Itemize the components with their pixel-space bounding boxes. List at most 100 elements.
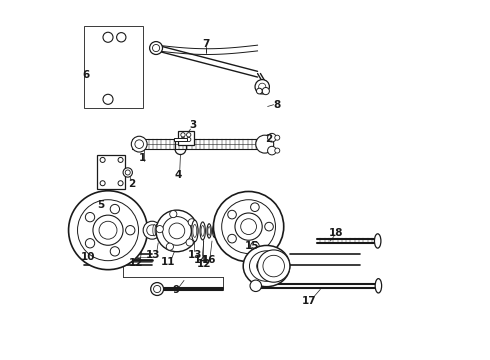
Circle shape — [228, 210, 236, 219]
Text: 6: 6 — [83, 70, 90, 80]
Circle shape — [250, 280, 262, 292]
Circle shape — [268, 146, 276, 155]
Ellipse shape — [214, 227, 216, 234]
Circle shape — [187, 133, 191, 137]
Ellipse shape — [257, 257, 276, 275]
Circle shape — [125, 170, 130, 175]
Circle shape — [259, 83, 266, 90]
Ellipse shape — [213, 225, 217, 237]
Text: 10: 10 — [81, 252, 95, 262]
Circle shape — [187, 137, 191, 141]
Bar — [178, 131, 194, 145]
Bar — [84, 26, 143, 108]
Circle shape — [250, 242, 259, 250]
Circle shape — [235, 213, 262, 240]
Circle shape — [166, 243, 173, 250]
Circle shape — [103, 32, 113, 42]
Ellipse shape — [201, 226, 204, 236]
Text: 5: 5 — [97, 200, 104, 210]
Circle shape — [85, 212, 95, 222]
Circle shape — [93, 215, 123, 245]
Circle shape — [221, 200, 275, 253]
Ellipse shape — [157, 225, 160, 236]
Circle shape — [118, 181, 123, 186]
Circle shape — [258, 250, 290, 282]
Circle shape — [110, 204, 120, 214]
Text: 15: 15 — [245, 241, 259, 251]
Circle shape — [131, 136, 147, 152]
Circle shape — [152, 44, 160, 51]
Text: 11: 11 — [161, 257, 175, 267]
Ellipse shape — [161, 222, 165, 239]
Circle shape — [117, 33, 126, 42]
Text: 13: 13 — [146, 249, 160, 260]
Circle shape — [255, 80, 270, 94]
Circle shape — [151, 283, 164, 296]
Text: 4: 4 — [175, 170, 182, 180]
Circle shape — [147, 225, 157, 235]
Circle shape — [125, 226, 135, 235]
Text: 14: 14 — [194, 255, 209, 265]
Circle shape — [275, 135, 280, 140]
Circle shape — [265, 222, 273, 231]
Text: 9: 9 — [172, 285, 180, 295]
Circle shape — [77, 200, 139, 261]
Circle shape — [250, 203, 259, 211]
Ellipse shape — [155, 225, 158, 236]
Circle shape — [263, 255, 285, 277]
Ellipse shape — [374, 234, 381, 248]
Circle shape — [143, 221, 161, 239]
Circle shape — [123, 168, 132, 177]
Text: 12: 12 — [196, 259, 211, 269]
Ellipse shape — [192, 220, 198, 242]
Circle shape — [135, 140, 144, 148]
Text: 16: 16 — [202, 255, 217, 265]
Circle shape — [118, 157, 123, 162]
Circle shape — [214, 192, 284, 262]
Text: 7: 7 — [202, 40, 209, 49]
Text: 17: 17 — [302, 296, 317, 306]
Circle shape — [163, 217, 191, 245]
Ellipse shape — [193, 225, 196, 237]
Text: 18: 18 — [329, 228, 343, 238]
Circle shape — [186, 239, 193, 246]
Text: 12: 12 — [128, 258, 143, 268]
Circle shape — [99, 221, 117, 239]
Circle shape — [228, 234, 236, 243]
Text: 3: 3 — [189, 121, 196, 130]
Circle shape — [188, 219, 196, 226]
Circle shape — [275, 148, 280, 153]
Circle shape — [170, 211, 177, 218]
Ellipse shape — [153, 225, 156, 236]
Circle shape — [156, 225, 163, 233]
Bar — [97, 154, 125, 189]
Text: 1: 1 — [139, 153, 147, 163]
Ellipse shape — [208, 226, 210, 235]
Circle shape — [110, 247, 120, 256]
Bar — [174, 138, 187, 141]
Circle shape — [256, 88, 262, 94]
Circle shape — [100, 181, 105, 186]
Circle shape — [103, 94, 113, 104]
Circle shape — [85, 239, 95, 248]
Text: 13: 13 — [188, 249, 202, 260]
Circle shape — [153, 285, 161, 293]
Ellipse shape — [375, 279, 382, 293]
Circle shape — [181, 137, 185, 141]
Ellipse shape — [200, 222, 205, 240]
Ellipse shape — [162, 225, 164, 235]
Circle shape — [69, 191, 147, 270]
Text: 2: 2 — [265, 134, 272, 144]
Circle shape — [169, 223, 185, 239]
Ellipse shape — [207, 224, 211, 238]
Circle shape — [262, 87, 270, 95]
Text: 2: 2 — [128, 179, 135, 189]
Circle shape — [181, 133, 185, 137]
Circle shape — [241, 219, 256, 234]
Circle shape — [256, 135, 274, 153]
Circle shape — [156, 210, 197, 252]
Circle shape — [268, 134, 276, 142]
Text: 8: 8 — [273, 100, 281, 110]
Circle shape — [149, 41, 163, 54]
Ellipse shape — [249, 251, 284, 281]
